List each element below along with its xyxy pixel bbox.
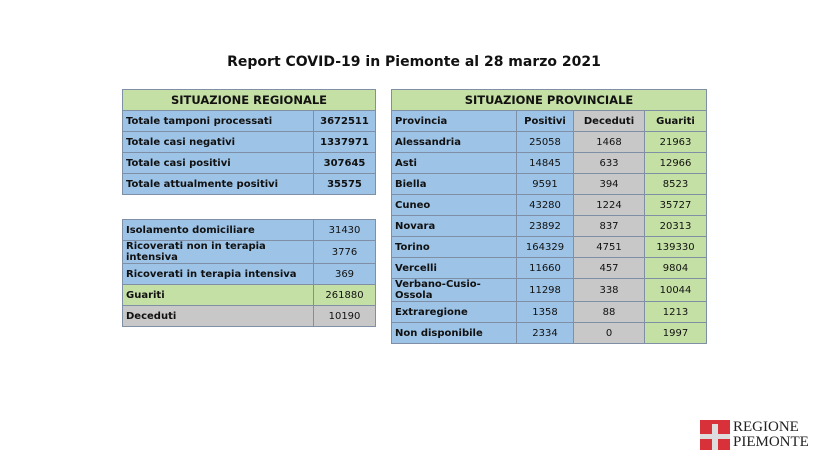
- logo-line1: REGIONE: [733, 419, 799, 435]
- table-row: Cuneo 43280 1224 35727: [391, 194, 707, 216]
- guariti-cell: 9804: [644, 257, 707, 279]
- row-value: 35575: [313, 173, 376, 195]
- guariti-cell: 139330: [644, 236, 707, 258]
- provincial-table: SITUAZIONE PROVINCIALE Provincia Positiv…: [391, 89, 707, 344]
- table-row: Alessandria 25058 1468 21963: [391, 131, 707, 153]
- column-header: Provincia: [391, 110, 517, 132]
- deceduti-cell: 457: [573, 257, 645, 279]
- table-row: Extraregione 1358 88 1213: [391, 301, 707, 323]
- deceduti-cell: 633: [573, 152, 645, 174]
- positivi-cell: 2334: [516, 322, 574, 344]
- regional-detail-table: Isolamento domiciliare 31430 Ricoverati n…: [122, 219, 376, 327]
- column-header: Positivi: [516, 110, 574, 132]
- table-row: Ricoverati in terapia intensiva 369: [122, 263, 376, 285]
- row-value: 3776: [313, 240, 376, 264]
- province-name: Cuneo: [391, 194, 517, 216]
- table-row: Totale casi negativi 1337971: [122, 131, 376, 153]
- positivi-cell: 1358: [516, 301, 574, 323]
- positivi-cell: 11660: [516, 257, 574, 279]
- table-row: Totale casi positivi 307645: [122, 152, 376, 174]
- regional-summary-table: SITUAZIONE REGIONALE Totale tamponi proc…: [122, 89, 376, 195]
- row-label: Deceduti: [122, 305, 314, 327]
- logo-line2: PIEMONTE: [733, 434, 809, 450]
- report-title: Report COVID-19 in Piemonte al 28 marzo …: [227, 54, 601, 70]
- guariti-cell: 1997: [644, 322, 707, 344]
- deceduti-cell: 338: [573, 278, 645, 302]
- guariti-cell: 21963: [644, 131, 707, 153]
- province-name: Non disponibile: [391, 322, 517, 344]
- province-name: Biella: [391, 173, 517, 195]
- row-value: 3672511: [313, 110, 376, 132]
- table-row: Deceduti 10190: [122, 305, 376, 327]
- row-value: 1337971: [313, 131, 376, 153]
- row-label: Ricoverati in terapia intensiva: [122, 263, 314, 285]
- guariti-cell: 20313: [644, 215, 707, 237]
- row-label: Isolamento domiciliare: [122, 219, 314, 241]
- deceduti-cell: 0: [573, 322, 645, 344]
- table-row: Isolamento domiciliare 31430: [122, 219, 376, 241]
- deceduti-cell: 88: [573, 301, 645, 323]
- row-value: 261880: [313, 284, 376, 306]
- row-value: 307645: [313, 152, 376, 174]
- positivi-cell: 25058: [516, 131, 574, 153]
- table-row: Guariti 261880: [122, 284, 376, 306]
- row-value: 369: [313, 263, 376, 285]
- table-row: Biella 9591 394 8523: [391, 173, 707, 195]
- piemonte-flag-icon: [700, 420, 730, 450]
- province-name: Extraregione: [391, 301, 517, 323]
- positivi-cell: 11298: [516, 278, 574, 302]
- column-header: Deceduti: [573, 110, 645, 132]
- guariti-cell: 8523: [644, 173, 707, 195]
- positivi-cell: 9591: [516, 173, 574, 195]
- table-row: Asti 14845 633 12966: [391, 152, 707, 174]
- column-header: Guariti: [644, 110, 707, 132]
- regione-piemonte-logo: REGIONE PIEMONTE: [700, 420, 809, 450]
- provincial-header: SITUAZIONE PROVINCIALE: [391, 89, 707, 111]
- deceduti-cell: 4751: [573, 236, 645, 258]
- deceduti-cell: 1468: [573, 131, 645, 153]
- positivi-cell: 14845: [516, 152, 574, 174]
- row-label: Totale casi positivi: [122, 152, 314, 174]
- province-name: Verbano-Cusio-Ossola: [391, 278, 517, 302]
- province-name: Vercelli: [391, 257, 517, 279]
- table-row: Verbano-Cusio-Ossola 11298 338 10044: [391, 278, 707, 302]
- province-name: Alessandria: [391, 131, 517, 153]
- row-label: Totale attualmente positivi: [122, 173, 314, 195]
- guariti-cell: 1213: [644, 301, 707, 323]
- table-row: Vercelli 11660 457 9804: [391, 257, 707, 279]
- table-row: Totale attualmente positivi 35575: [122, 173, 376, 195]
- table-row: Ricoverati non in terapia intensiva 3776: [122, 240, 376, 264]
- province-name: Torino: [391, 236, 517, 258]
- row-value: 31430: [313, 219, 376, 241]
- guariti-cell: 35727: [644, 194, 707, 216]
- deceduti-cell: 1224: [573, 194, 645, 216]
- positivi-cell: 23892: [516, 215, 574, 237]
- guariti-cell: 12966: [644, 152, 707, 174]
- table-row: Non disponibile 2334 0 1997: [391, 322, 707, 344]
- table-row: Totale tamponi processati 3672511: [122, 110, 376, 132]
- row-label: Guariti: [122, 284, 314, 306]
- row-label: Totale tamponi processati: [122, 110, 314, 132]
- regional-header: SITUAZIONE REGIONALE: [122, 89, 376, 111]
- positivi-cell: 43280: [516, 194, 574, 216]
- province-name: Novara: [391, 215, 517, 237]
- column-headers: Provincia Positivi Deceduti Guariti: [391, 110, 707, 132]
- positivi-cell: 164329: [516, 236, 574, 258]
- table-row: Novara 23892 837 20313: [391, 215, 707, 237]
- guariti-cell: 10044: [644, 278, 707, 302]
- province-name: Asti: [391, 152, 517, 174]
- row-label: Totale casi negativi: [122, 131, 314, 153]
- table-row: Torino 164329 4751 139330: [391, 236, 707, 258]
- deceduti-cell: 394: [573, 173, 645, 195]
- deceduti-cell: 837: [573, 215, 645, 237]
- row-value: 10190: [313, 305, 376, 327]
- row-label: Ricoverati non in terapia intensiva: [122, 240, 314, 264]
